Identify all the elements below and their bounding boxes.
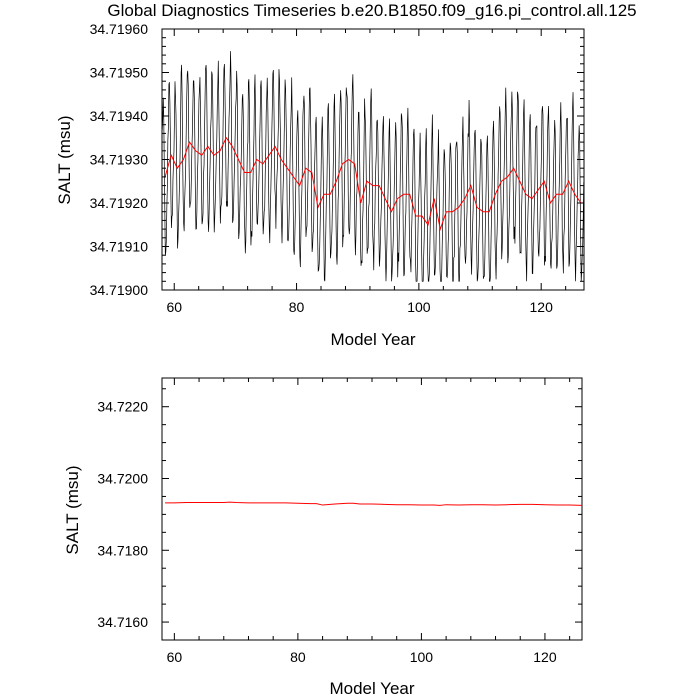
x-tick-label: 120 <box>530 299 554 315</box>
y-tick-label: 34.71950 <box>90 65 149 81</box>
y-tick-label: 34.7180 <box>97 542 148 558</box>
y-tick-label: 34.71910 <box>90 239 149 255</box>
series-group-bottom <box>165 501 583 506</box>
series-group-top <box>161 51 585 282</box>
x-axis-label-top: Model Year <box>330 330 415 349</box>
y-tick-label: 34.71920 <box>90 195 149 211</box>
tick-group-bottom: 60 80 100 120 34.7160 34.7180 34.7200 34.7220 <box>97 378 582 665</box>
x-axis-label-bottom: Model Year <box>329 679 414 698</box>
x-tick-label: 80 <box>290 649 306 665</box>
chart-bottom-salt-timeseries: 60 80 100 120 34.7160 34.7180 34.7200 34.7220 M… <box>63 377 583 698</box>
chart-top-salt-timeseries: 60 80 100 120 34.71900 34.71910 34.71920 34.719… <box>55 21 585 349</box>
x-tick-label: 120 <box>533 649 557 665</box>
x-tick-label: 80 <box>289 299 305 315</box>
tick-group-top: 60 80 100 120 34.71900 34.71910 34.71920 34.719… <box>90 21 584 315</box>
x-tick-label: 100 <box>410 649 434 665</box>
y-axis-label-top: SALT (msu) <box>55 115 74 204</box>
series-line-annual-mean <box>165 501 583 506</box>
plot-frame-bottom <box>161 377 583 641</box>
x-tick-label: 60 <box>166 299 182 315</box>
y-tick-label: 34.71960 <box>90 21 149 37</box>
y-tick-label: 34.71930 <box>90 152 149 168</box>
series-line-annual-mean <box>164 136 582 231</box>
series-line-monthly <box>161 51 585 282</box>
y-tick-label: 34.7220 <box>97 399 148 415</box>
chart-title: Global Diagnostics Timeseries b.e20.B185… <box>107 1 636 20</box>
y-axis-label-bottom: SALT (msu) <box>63 465 82 554</box>
x-tick-label: 100 <box>407 299 431 315</box>
x-tick-label: 60 <box>167 649 183 665</box>
y-tick-label: 34.7200 <box>97 470 148 486</box>
y-tick-label: 34.71900 <box>90 282 149 298</box>
y-tick-label: 34.7160 <box>97 614 148 630</box>
y-tick-label: 34.71940 <box>90 108 149 124</box>
